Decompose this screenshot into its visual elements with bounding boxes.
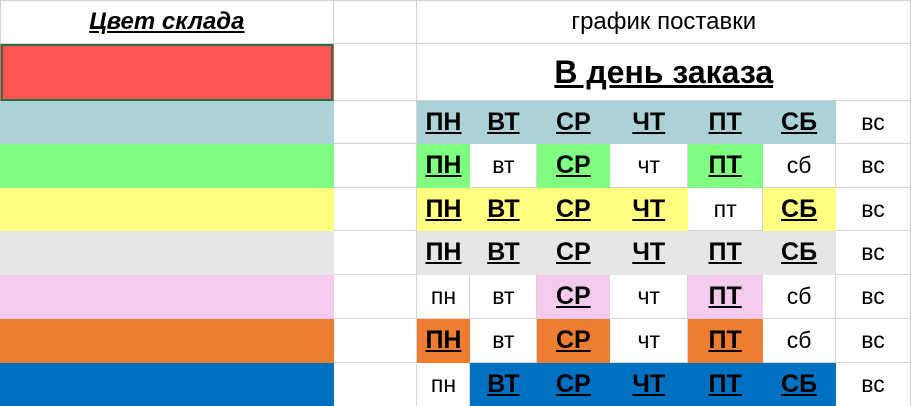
warehouse-row: ПН вт СР чт ПТ сб вс — [0, 143, 911, 188]
day-cell[interactable]: вс — [835, 143, 911, 188]
day-cell[interactable]: ПТ — [687, 318, 764, 363]
warehouse-color-swatch[interactable] — [0, 143, 334, 188]
day-cell[interactable]: СБ — [762, 362, 837, 406]
day-cell[interactable]: ПТ — [687, 230, 764, 275]
warehouse-color-swatch[interactable] — [0, 274, 334, 319]
day-cell[interactable]: ПН — [416, 318, 471, 363]
day-cell[interactable]: вс — [835, 274, 911, 319]
cell[interactable] — [332, 187, 418, 231]
day-cell[interactable]: сб — [762, 143, 837, 188]
day-cell[interactable]: СР — [536, 274, 611, 319]
day-cell[interactable]: вс — [835, 362, 911, 406]
cell[interactable] — [332, 0, 418, 44]
warehouse-color-swatch[interactable] — [0, 100, 334, 144]
cell[interactable] — [332, 43, 418, 101]
day-cell[interactable]: чт — [609, 143, 689, 188]
day-cell[interactable]: пн — [416, 274, 471, 319]
day-cell[interactable]: СР — [536, 143, 611, 188]
day-cell[interactable]: ПН — [416, 100, 471, 144]
warehouse-row: В день заказа — [0, 43, 911, 101]
warehouse-row: ПН вт СР чт ПТ сб вс — [0, 318, 911, 363]
day-cell[interactable]: ПН — [416, 143, 471, 188]
day-cell[interactable]: СР — [536, 230, 611, 275]
day-cell[interactable]: ВТ — [469, 100, 538, 144]
cell[interactable] — [332, 230, 418, 275]
day-cell[interactable]: СР — [536, 362, 611, 406]
day-cell[interactable]: вт — [469, 274, 538, 319]
day-cell[interactable]: ПТ — [687, 362, 764, 406]
day-cell[interactable]: СР — [536, 187, 611, 231]
cell[interactable] — [332, 274, 418, 319]
day-cell[interactable]: ВТ — [469, 187, 538, 231]
warehouse-color-swatch[interactable] — [0, 318, 334, 363]
warehouse-color-swatch[interactable] — [0, 43, 334, 101]
schedule-title[interactable]: график поставки — [416, 0, 911, 44]
day-cell[interactable]: ПТ — [687, 274, 764, 319]
warehouse-color-swatch[interactable] — [0, 362, 334, 406]
day-cell[interactable]: ПТ — [687, 143, 764, 188]
day-cell[interactable]: вс — [835, 230, 911, 275]
warehouse-color-header[interactable]: Цвет склада — [0, 0, 334, 44]
day-cell[interactable]: ПТ — [687, 100, 764, 144]
warehouse-row: ПН ВТ СР ЧТ ПТ СБ вс — [0, 100, 911, 144]
day-cell[interactable]: СБ — [762, 230, 837, 275]
day-cell[interactable]: вс — [835, 318, 911, 363]
day-cell[interactable]: ЧТ — [609, 187, 689, 231]
day-cell[interactable]: вс — [835, 187, 911, 231]
cell[interactable] — [332, 318, 418, 363]
day-cell[interactable]: вс — [835, 100, 911, 144]
warehouse-row: ПН ВТ СР ЧТ пт СБ вс — [0, 187, 911, 231]
warehouse-row: пн вт СР чт ПТ сб вс — [0, 274, 911, 319]
day-cell[interactable]: сб — [762, 274, 837, 319]
day-cell[interactable]: СР — [536, 100, 611, 144]
day-cell[interactable]: ВТ — [469, 230, 538, 275]
day-cell[interactable]: СБ — [762, 100, 837, 144]
day-cell[interactable]: СБ — [762, 187, 837, 231]
day-cell[interactable]: ЧТ — [609, 230, 689, 275]
day-cell[interactable]: чт — [609, 318, 689, 363]
day-cell[interactable]: чт — [609, 274, 689, 319]
day-cell[interactable]: вт — [469, 143, 538, 188]
day-cell[interactable]: ЧТ — [609, 100, 689, 144]
warehouse-row: пн ВТ СР ЧТ ПТ СБ вс — [0, 362, 911, 406]
day-cell[interactable]: сб — [762, 318, 837, 363]
day-cell[interactable]: пт — [687, 187, 764, 231]
day-cell[interactable]: ВТ — [469, 362, 538, 406]
day-cell[interactable]: вт — [469, 318, 538, 363]
cell[interactable] — [332, 100, 418, 144]
day-cell[interactable]: СР — [536, 318, 611, 363]
warehouse-row: ПН ВТ СР ЧТ ПТ СБ вс — [0, 230, 911, 275]
cell[interactable] — [332, 362, 418, 406]
day-cell[interactable]: ПН — [416, 230, 471, 275]
day-cell[interactable]: ПН — [416, 187, 471, 231]
cell[interactable] — [332, 143, 418, 188]
warehouse-color-swatch[interactable] — [0, 230, 334, 275]
day-cell[interactable]: пн — [416, 362, 471, 406]
order-day-title[interactable]: В день заказа — [416, 43, 911, 101]
day-cell[interactable]: ЧТ — [609, 362, 689, 406]
warehouse-color-swatch[interactable] — [0, 187, 334, 231]
